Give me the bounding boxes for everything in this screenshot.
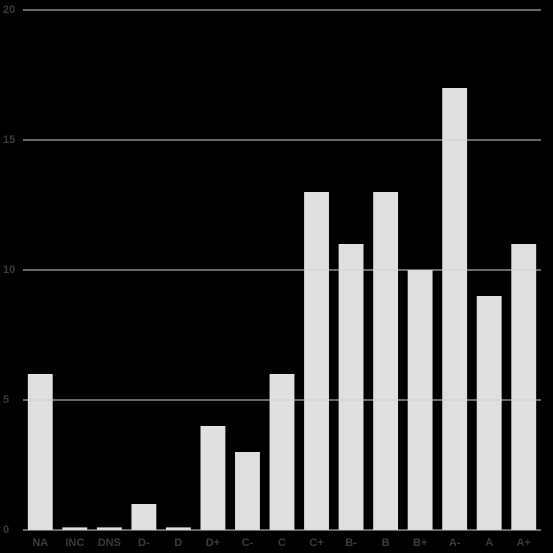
bar bbox=[476, 296, 502, 530]
x-tick-label: NA bbox=[32, 537, 48, 549]
bar bbox=[62, 527, 88, 530]
x-tick-label: INC bbox=[65, 537, 84, 549]
x-tick-label: B bbox=[382, 537, 390, 549]
y-tick-label: 15 bbox=[3, 134, 15, 146]
bar bbox=[338, 244, 364, 530]
x-tick-label: A- bbox=[449, 537, 461, 549]
bar bbox=[269, 374, 295, 530]
x-tick-label: A bbox=[485, 537, 493, 549]
y-tick-label: 0 bbox=[3, 524, 9, 536]
x-tick-label: A+ bbox=[517, 537, 531, 549]
x-tick-label: D bbox=[174, 537, 182, 549]
x-tick-label: D+ bbox=[206, 537, 220, 549]
bar bbox=[27, 374, 53, 530]
bar bbox=[165, 527, 191, 530]
y-tick-label: 5 bbox=[3, 394, 9, 406]
y-tick-label: 10 bbox=[3, 264, 15, 276]
x-tick-label: C- bbox=[242, 537, 254, 549]
x-tick-label: DNS bbox=[98, 537, 121, 549]
bar bbox=[304, 192, 329, 530]
bar bbox=[131, 504, 157, 530]
bar bbox=[373, 192, 399, 530]
x-tick-label: D- bbox=[138, 537, 150, 549]
bar bbox=[200, 426, 226, 530]
bar bbox=[96, 527, 122, 530]
x-tick-label: C+ bbox=[309, 537, 323, 549]
bar bbox=[442, 88, 468, 530]
y-tick-label: 20 bbox=[3, 4, 15, 16]
x-tick-label: B+ bbox=[413, 537, 427, 549]
bar bbox=[511, 244, 537, 530]
bar bbox=[235, 452, 260, 530]
x-tick-label: B- bbox=[345, 537, 357, 549]
x-tick-label: C bbox=[278, 537, 286, 549]
